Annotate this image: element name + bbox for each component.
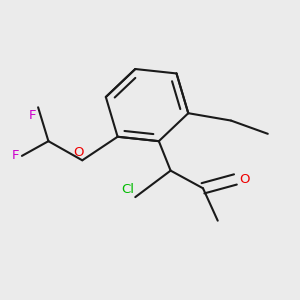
Text: F: F: [29, 109, 37, 122]
Text: Cl: Cl: [121, 183, 134, 196]
Text: F: F: [12, 149, 20, 162]
Text: O: O: [73, 146, 84, 159]
Text: O: O: [239, 173, 249, 186]
